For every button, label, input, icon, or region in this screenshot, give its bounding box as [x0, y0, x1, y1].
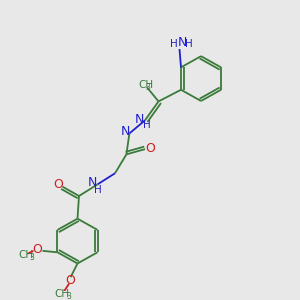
Text: N: N: [121, 125, 130, 138]
Text: O: O: [32, 243, 42, 256]
Text: CH: CH: [54, 289, 70, 299]
Text: H: H: [185, 39, 193, 50]
Text: O: O: [145, 142, 155, 155]
Text: H: H: [94, 184, 102, 195]
Text: N: N: [135, 113, 144, 126]
Text: CH: CH: [139, 80, 154, 89]
Text: N: N: [178, 36, 187, 49]
Text: CH: CH: [18, 250, 33, 260]
Text: 3: 3: [30, 253, 35, 262]
Text: N: N: [88, 176, 98, 189]
Text: 3: 3: [145, 83, 150, 92]
Text: 3: 3: [66, 292, 71, 300]
Text: H: H: [142, 120, 150, 130]
Text: O: O: [53, 178, 63, 191]
Text: O: O: [65, 274, 75, 287]
Text: H: H: [170, 39, 178, 49]
